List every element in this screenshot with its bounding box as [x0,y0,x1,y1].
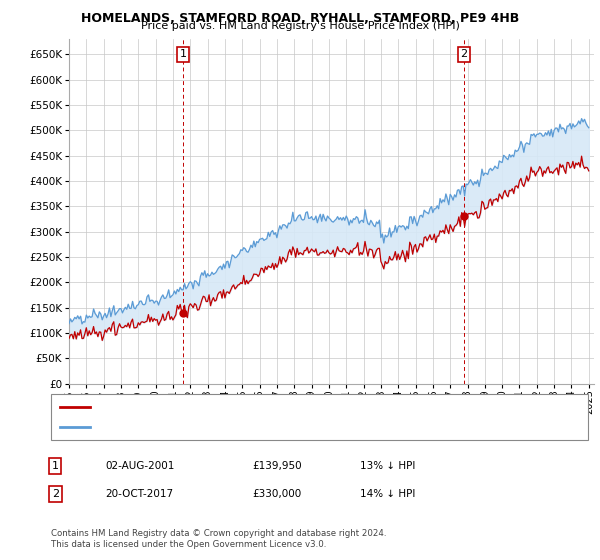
Text: 20-OCT-2017: 20-OCT-2017 [105,489,173,499]
Text: HPI: Average price, detached house, Rutland: HPI: Average price, detached house, Rutl… [96,422,314,432]
Text: HOMELANDS, STAMFORD ROAD, RYHALL, STAMFORD, PE9 4HB (detached house): HOMELANDS, STAMFORD ROAD, RYHALL, STAMFO… [96,402,492,412]
Text: 14% ↓ HPI: 14% ↓ HPI [360,489,415,499]
Text: 2: 2 [52,489,59,499]
Text: 1: 1 [179,49,187,59]
Text: 13% ↓ HPI: 13% ↓ HPI [360,461,415,471]
Text: 1: 1 [52,461,59,471]
Text: Price paid vs. HM Land Registry's House Price Index (HPI): Price paid vs. HM Land Registry's House … [140,21,460,31]
Text: Contains HM Land Registry data © Crown copyright and database right 2024.
This d: Contains HM Land Registry data © Crown c… [51,529,386,549]
Text: £330,000: £330,000 [252,489,301,499]
Text: £139,950: £139,950 [252,461,302,471]
Text: 02-AUG-2001: 02-AUG-2001 [105,461,175,471]
Text: HOMELANDS, STAMFORD ROAD, RYHALL, STAMFORD, PE9 4HB: HOMELANDS, STAMFORD ROAD, RYHALL, STAMFO… [81,12,519,25]
Text: 2: 2 [460,49,467,59]
